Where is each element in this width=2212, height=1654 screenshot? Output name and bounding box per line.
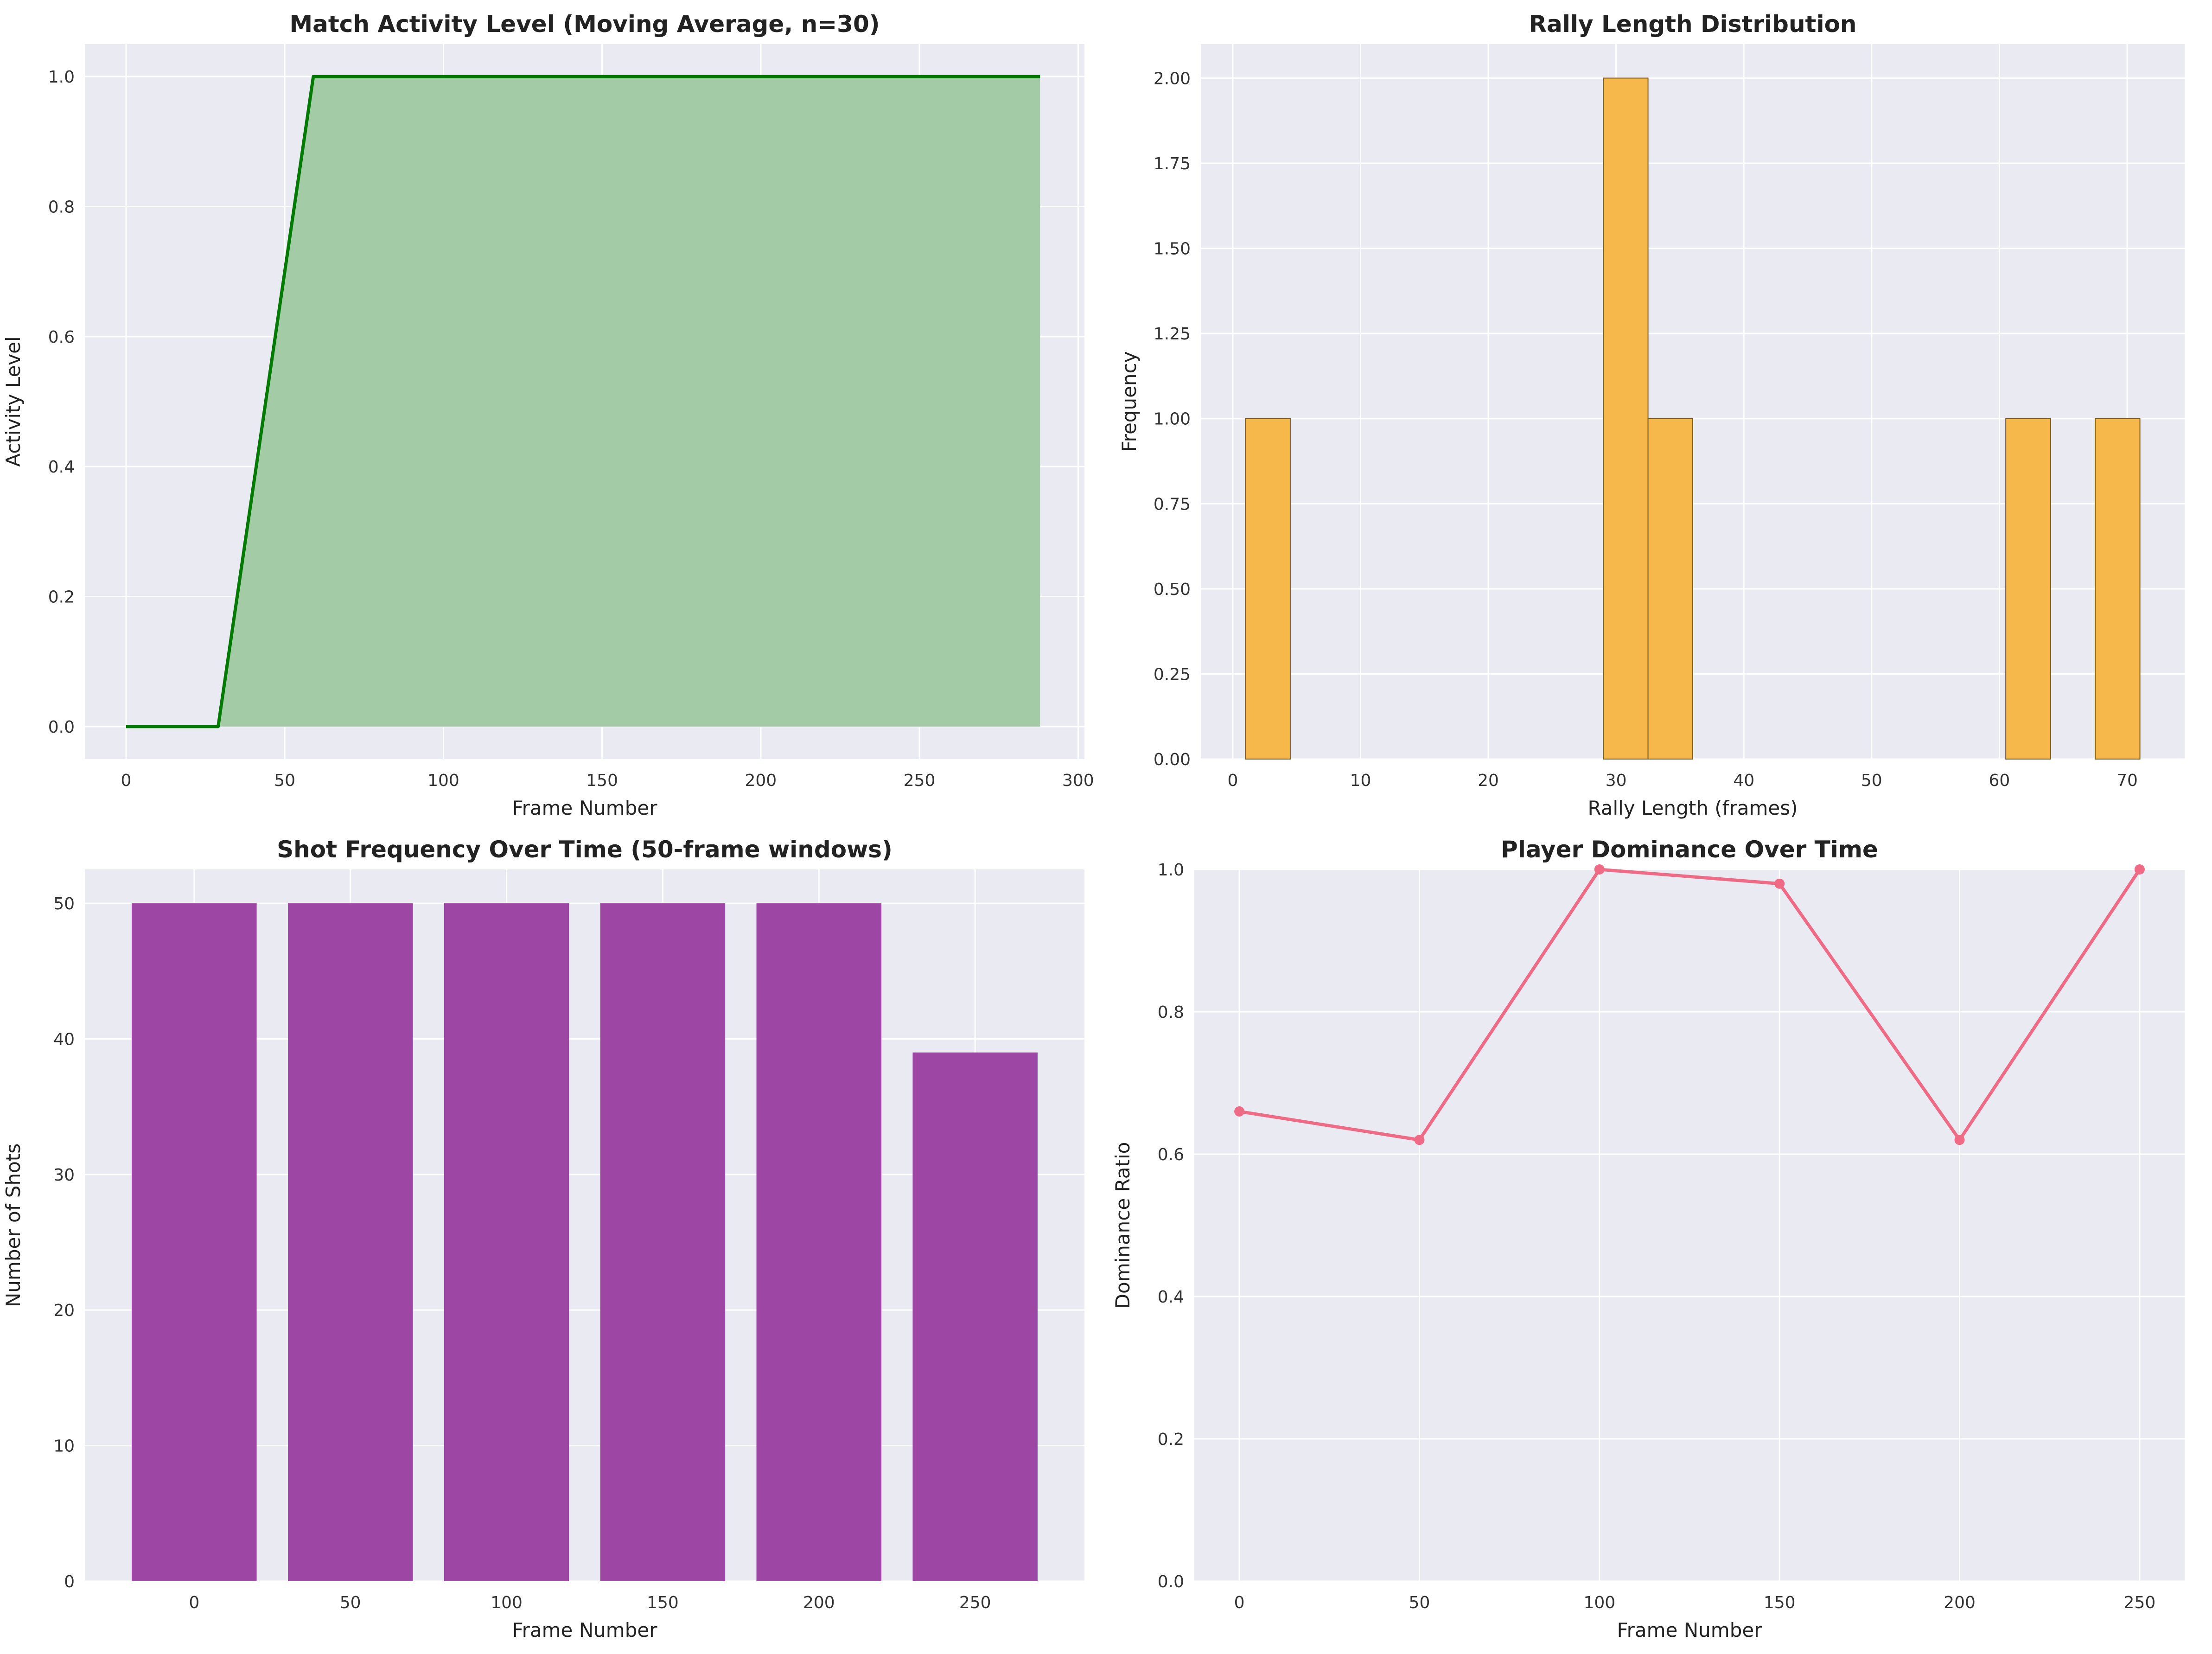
dominance-point [1954,1135,1965,1145]
dominance-point [1234,1106,1245,1117]
y-tick-label: 0.2 [48,588,75,607]
x-tick-label: 150 [586,771,618,790]
x-tick-label: 50 [340,1593,361,1612]
dominance-point [1774,878,1785,889]
y-axis-label: Activity Level [2,336,25,466]
shot-bar [600,903,726,1581]
x-tick-label: 10 [1350,771,1371,790]
dominance-point [2134,864,2145,875]
activity-line [126,75,1040,728]
x-tick-label: 250 [904,771,936,790]
x-axis-label: Frame Number [512,1619,658,1641]
activity-fill-area [218,77,1040,727]
y-tick-label: 0.2 [1158,1430,1184,1449]
activity-level-chart: 0.0 0.2 0.4 0.6 0.8 1.0 0 50 100 150 200 250 300 Matc… [2,11,1094,819]
y-tick-label: 0.0 [1158,1572,1184,1591]
rally-length-histogram: 0.00 0.25 0.50 0.75 1.00 1.25 1.50 1.75 2.00 0 10 2… [1118,11,2185,819]
y-axis-label: Frequency [1118,351,1141,452]
y-tick-label: 0.6 [48,328,75,347]
x-tick-label: 0 [1234,1593,1245,1612]
chart-title: Match Activity Level (Moving Average, n=… [289,11,880,38]
x-tick-label: 100 [427,771,459,790]
y-tick-label: 1.0 [1158,861,1184,880]
chart-title: Rally Length Distribution [1529,11,1856,38]
histogram-bar [2095,418,2141,760]
x-tick-label: 200 [745,771,777,790]
shot-bar [912,1052,1038,1581]
x-tick-label: 30 [1606,771,1627,790]
histogram-bar [1245,418,1291,760]
x-tick-label: 200 [1944,1593,1976,1612]
y-tick-label: 20 [53,1301,75,1320]
x-tick-label: 250 [959,1593,991,1612]
x-tick-label: 50 [1409,1593,1430,1612]
shot-bar [756,903,882,1581]
x-tick-label: 70 [2116,771,2138,790]
x-tick-label: 150 [647,1593,679,1612]
y-tick-label: 0.75 [1154,495,1191,514]
x-tick-label: 0 [1227,771,1238,790]
x-tick-label: 50 [1861,771,1882,790]
y-tick-label: 1.0 [48,68,75,87]
y-tick-label: 0.8 [48,198,75,217]
histogram-bar [1603,77,1649,760]
shot-bar [444,903,569,1581]
x-tick-label: 50 [274,771,295,790]
y-axis-label: Number of Shots [2,1143,25,1307]
y-tick-label: 0.50 [1154,580,1191,599]
histogram-bar [2005,418,2051,760]
x-tick-label: 40 [1733,771,1754,790]
y-tick-label: 0.6 [1158,1145,1184,1164]
x-tick-label: 250 [2124,1593,2156,1612]
x-tick-label: 150 [1764,1593,1796,1612]
histogram-bar [1647,418,1693,760]
shot-bar [132,903,257,1581]
y-tick-label: 1.00 [1154,410,1191,429]
y-tick-label: 1.50 [1154,240,1191,259]
chart-title: Player Dominance Over Time [1501,836,1878,863]
dominance-point [1594,864,1605,875]
x-tick-label: 100 [1583,1593,1615,1612]
y-tick-label: 1.75 [1154,154,1191,173]
y-tick-label: 1.25 [1154,325,1191,344]
y-tick-label: 0.4 [1158,1288,1184,1307]
shot-bar [287,903,413,1581]
x-axis-label: Rally Length (frames) [1588,797,1798,819]
x-tick-label: 300 [1062,771,1094,790]
x-tick-label: 20 [1478,771,1499,790]
x-axis-label: Frame Number [512,797,658,819]
y-tick-label: 2.00 [1154,69,1191,88]
y-tick-label: 50 [53,894,75,913]
dominance-point [1414,1135,1425,1145]
x-tick-label: 60 [1989,771,2010,790]
y-axis-label: Dominance Ratio [1111,1142,1134,1309]
y-tick-label: 0.00 [1154,750,1191,769]
plot-area [1194,869,2185,1581]
x-tick-label: 200 [803,1593,835,1612]
x-tick-label: 100 [491,1593,523,1612]
x-tick-label: 0 [189,1593,199,1612]
y-tick-label: 0.0 [48,718,75,737]
player-dominance-chart: 0.0 0.2 0.4 0.6 0.8 1.0 0 50 100 150 200 250 Player … [1111,836,2185,1641]
x-axis-label: Frame Number [1617,1619,1763,1641]
shot-frequency-chart: 0 10 20 30 40 50 0 50 100 150 200 250 Shot Frequency… [2,836,1084,1641]
x-tick-label: 0 [121,771,132,790]
y-tick-label: 0.8 [1158,1003,1184,1022]
dominance-line [1239,868,2141,1142]
y-tick-label: 30 [53,1166,75,1185]
y-tick-label: 0.4 [48,458,75,477]
chart-title: Shot Frequency Over Time (50-frame windo… [277,836,892,863]
y-tick-label: 0 [64,1572,75,1591]
y-tick-label: 0.25 [1154,665,1191,684]
y-tick-label: 40 [53,1030,75,1049]
y-tick-label: 10 [53,1437,75,1456]
